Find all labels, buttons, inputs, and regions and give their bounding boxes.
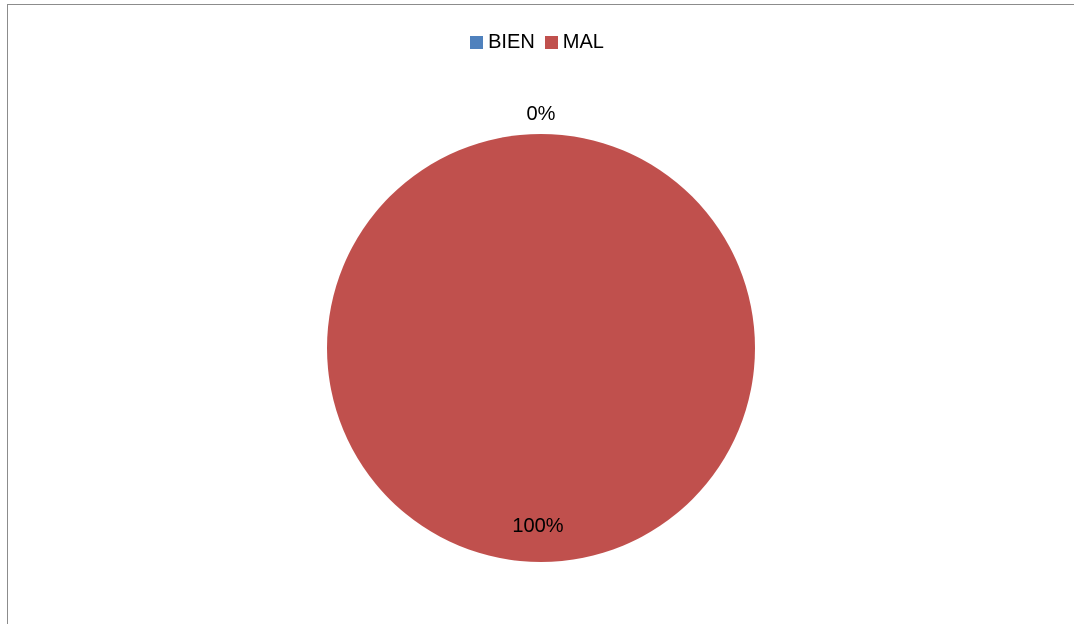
legend-swatch-bien	[470, 36, 484, 49]
legend-item-mal: MAL	[544, 31, 604, 54]
pie-slice-mal	[327, 134, 755, 562]
chart-legend: BIEN MAL	[0, 31, 1074, 54]
legend-label-mal: MAL	[562, 31, 604, 53]
data-label-mal: 100%	[512, 515, 563, 537]
legend-swatch-mal	[544, 36, 558, 49]
legend-label-bien: BIEN	[488, 31, 535, 53]
legend-item-bien: BIEN	[470, 31, 535, 54]
pie-slices	[327, 134, 755, 562]
data-label-bien: 0%	[527, 103, 556, 125]
chart-frame	[7, 4, 1074, 624]
